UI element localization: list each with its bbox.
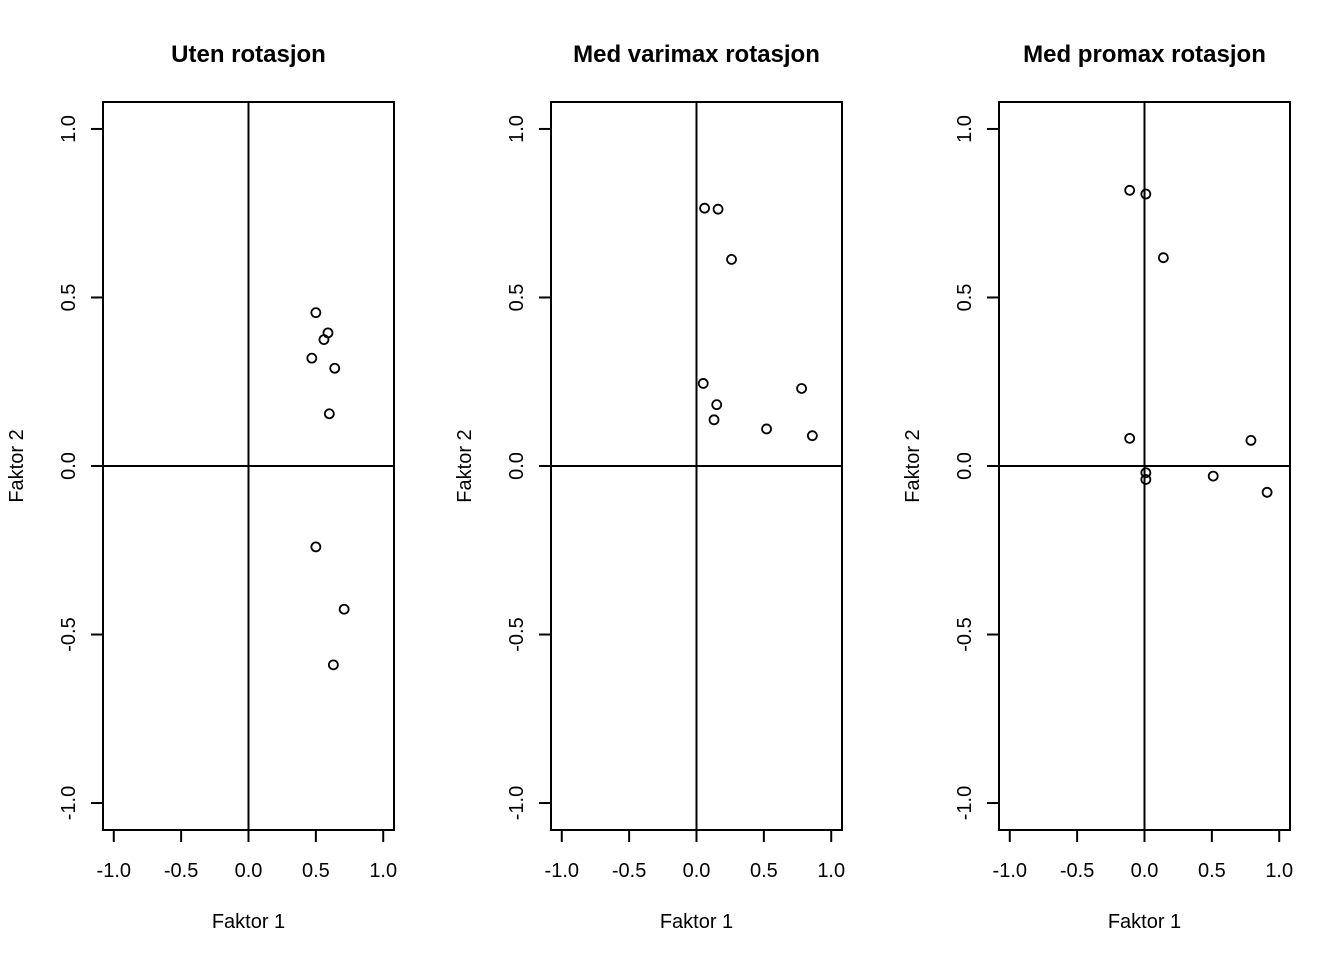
y-tick-label: 1.0 [58, 115, 80, 143]
y-axis-label: Faktor 2 [454, 429, 476, 502]
data-point [761, 423, 772, 435]
x-axis-label: Faktor 1 [1108, 911, 1181, 933]
y-tick-label: -1.0 [954, 786, 976, 820]
data-point [1140, 467, 1152, 479]
data-point [712, 203, 724, 215]
x-tick-label: 0.5 [750, 860, 778, 882]
y-tick-label: -1.0 [506, 786, 528, 820]
y-tick-label: 0.0 [506, 452, 528, 480]
y-tick-label: 0.5 [506, 284, 528, 312]
data-point [796, 383, 807, 394]
y-tick-label: 1.0 [506, 115, 528, 143]
y-tick-label: -0.5 [58, 617, 80, 651]
data-point [1261, 486, 1273, 498]
x-axis-label: Faktor 1 [212, 911, 285, 933]
data-point [726, 253, 737, 265]
data-point [708, 414, 720, 426]
data-point [1140, 474, 1152, 485]
data-point [1157, 252, 1169, 264]
data-point [323, 408, 335, 420]
y-tick-label: -1.0 [58, 786, 80, 820]
data-point [318, 334, 330, 346]
y-tick-label: -0.5 [506, 617, 528, 651]
x-tick-label: -0.5 [164, 860, 198, 882]
y-tick-label: -0.5 [954, 617, 976, 651]
y-tick-label: 0.5 [58, 284, 80, 312]
x-tick-label: 0.5 [1198, 860, 1226, 882]
x-tick-label: 0.5 [302, 860, 330, 882]
y-tick-label: 0.0 [58, 452, 80, 480]
x-tick-label: -1.0 [97, 860, 131, 882]
data-point [697, 378, 709, 389]
x-tick-label: 0.0 [235, 860, 263, 882]
x-tick-label: 0.0 [683, 860, 711, 882]
x-tick-label: 0.0 [1131, 860, 1159, 882]
data-point [327, 659, 339, 671]
y-axis-label: Faktor 2 [902, 429, 924, 502]
data-point [306, 352, 318, 364]
x-tick-label: -0.5 [1060, 860, 1094, 882]
x-tick-label: 1.0 [1265, 860, 1293, 882]
chart-title: Med promax rotasjon [1023, 41, 1266, 68]
data-point [699, 202, 710, 214]
chart-panel-2: Med varimax rotasjon -1.0 -0.5 0.0 0.5 1.0 -1.… [454, 41, 845, 933]
y-tick-label: 0.0 [954, 452, 976, 480]
data-point [1124, 184, 1136, 196]
data-point [310, 541, 322, 553]
data-point [310, 307, 322, 319]
data-point [329, 362, 341, 374]
chart-panel-3: Med promax rotasjon -1.0 -0.5 0.0 0.5 1.0 -1.0… [902, 41, 1293, 933]
x-tick-label: -0.5 [612, 860, 646, 882]
data-point [711, 399, 723, 411]
x-tick-label: 1.0 [369, 860, 397, 882]
y-tick-label: 1.0 [954, 115, 976, 143]
data-point [806, 430, 818, 442]
x-axis-label: Faktor 1 [660, 911, 733, 933]
x-tick-label: 1.0 [817, 860, 845, 882]
chart-title: Med varimax rotasjon [573, 41, 820, 68]
y-tick-label: 0.5 [954, 284, 976, 312]
data-point [338, 603, 350, 615]
data-point [1140, 188, 1152, 200]
x-tick-label: -1.0 [545, 860, 579, 882]
y-axis-label: Faktor 2 [6, 429, 28, 502]
x-tick-label: -1.0 [993, 860, 1027, 882]
data-point [1124, 432, 1136, 444]
data-point [1245, 434, 1257, 446]
chart-panel-1: Uten rotasjon -1.0 -0.5 0.0 0.5 1.0 -1.0 -0.5 0.… [6, 41, 397, 933]
data-point [1207, 470, 1219, 482]
chart-title: Uten rotasjon [171, 41, 326, 68]
